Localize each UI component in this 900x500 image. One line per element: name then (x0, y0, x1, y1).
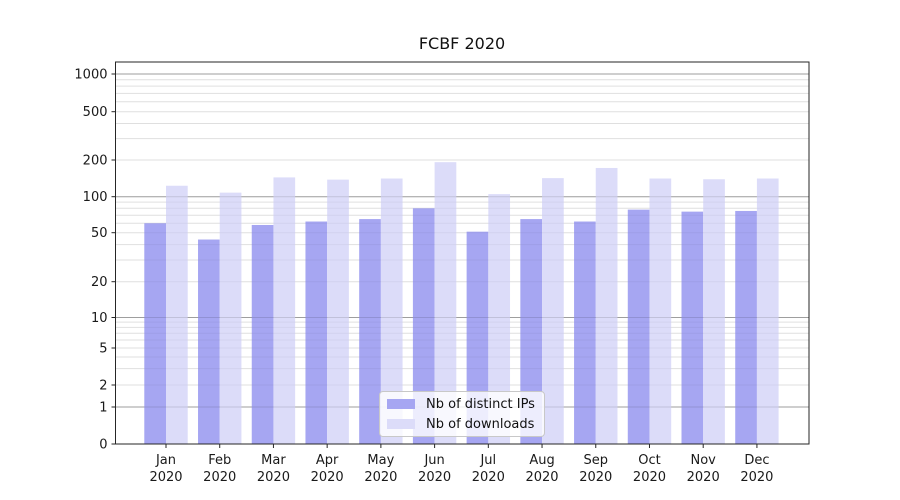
x-tick-label-month: Aug (529, 453, 554, 468)
x-tick-label-month: Jun (423, 453, 444, 468)
bar-apr-downloads (327, 179, 349, 444)
bar-mar-distinct-ips (251, 224, 274, 444)
x-tick-label-month: Oct (638, 453, 660, 468)
y-tick-label: 1 (99, 401, 107, 416)
x-tick-label-month: Dec (744, 453, 769, 468)
x-tick-label-year: 2020 (740, 470, 773, 485)
y-tick-label: 50 (91, 226, 108, 241)
y-tick-label: 0 (99, 438, 107, 453)
bar-dec-downloads (756, 178, 779, 444)
bar-jul-distinct-ips (466, 231, 489, 444)
x-tick-label-month: Feb (208, 453, 231, 468)
x-tick-label-year: 2020 (418, 470, 451, 485)
legend: Nb of distinct IPs Nb of downloads (379, 391, 545, 437)
bar-sep-distinct-ips (574, 221, 596, 444)
x-tick-label-year: 2020 (633, 470, 666, 485)
x-tick-label-year: 2020 (364, 470, 397, 485)
y-tick-label: 200 (83, 154, 108, 169)
axes-spines (115, 61, 810, 445)
bar-feb-distinct-ips (198, 239, 220, 444)
y-tick-label: 10 (91, 311, 108, 326)
x-tick-label-year: 2020 (257, 470, 290, 485)
bar-mar-downloads (273, 177, 296, 444)
bar-jan-distinct-ips (144, 223, 166, 444)
x-tick-label-year: 2020 (525, 470, 558, 485)
legend-swatch-distinct-ips (387, 399, 415, 409)
legend-item-downloads: Nb of downloads (387, 416, 544, 432)
y-tick-label: 100 (83, 190, 108, 205)
bar-jul-downloads (488, 194, 511, 444)
legend-item-distinct-ips: Nb of distinct IPs (387, 396, 544, 412)
bar-may-downloads (380, 178, 403, 444)
legend-label-downloads: Nb of downloads (426, 416, 535, 432)
y-tick-label: 5 (99, 342, 107, 357)
legend-swatch-downloads (387, 419, 415, 429)
x-tick-label-month: Sep (584, 453, 609, 468)
x-tick-label-month: Jan (155, 453, 176, 468)
bar-sep-downloads (595, 167, 618, 445)
x-tick-label-year: 2020 (203, 470, 236, 485)
bar-aug-distinct-ips (520, 219, 543, 444)
bar-nov-downloads (703, 179, 725, 444)
y-tick-label: 1000 (74, 68, 107, 83)
bar-jun-distinct-ips (412, 208, 435, 444)
legend-label-distinct-ips: Nb of distinct IPs (426, 396, 535, 412)
x-tick-label-month: Nov (691, 453, 717, 468)
x-tick-label-month: Mar (261, 453, 286, 468)
bar-oct-distinct-ips (627, 209, 650, 444)
x-tick-label-year: 2020 (687, 470, 720, 485)
x-tick-label-year: 2020 (472, 470, 505, 485)
bar-feb-downloads (219, 192, 242, 444)
bar-apr-distinct-ips (305, 221, 328, 444)
bar-oct-downloads (649, 178, 672, 444)
y-tick-label: 500 (83, 105, 108, 120)
bar-jan-downloads (166, 185, 188, 444)
x-tick-label-month: Jul (479, 453, 496, 468)
x-tick-label-year: 2020 (311, 470, 344, 485)
bar-aug-downloads (542, 178, 564, 445)
bar-nov-distinct-ips (681, 211, 704, 444)
bar-dec-distinct-ips (735, 210, 757, 444)
x-tick-label-year: 2020 (579, 470, 612, 485)
x-tick-label-year: 2020 (149, 470, 182, 485)
chart-title: FCBF 2020 (418, 34, 506, 53)
y-tick-label: 20 (91, 275, 108, 290)
y-tick-label: 2 (99, 379, 107, 394)
bar-may-distinct-ips (359, 219, 381, 444)
x-tick-label-month: Apr (316, 453, 339, 468)
bar-jun-downloads (434, 162, 457, 445)
x-tick-label-month: May (367, 453, 394, 468)
